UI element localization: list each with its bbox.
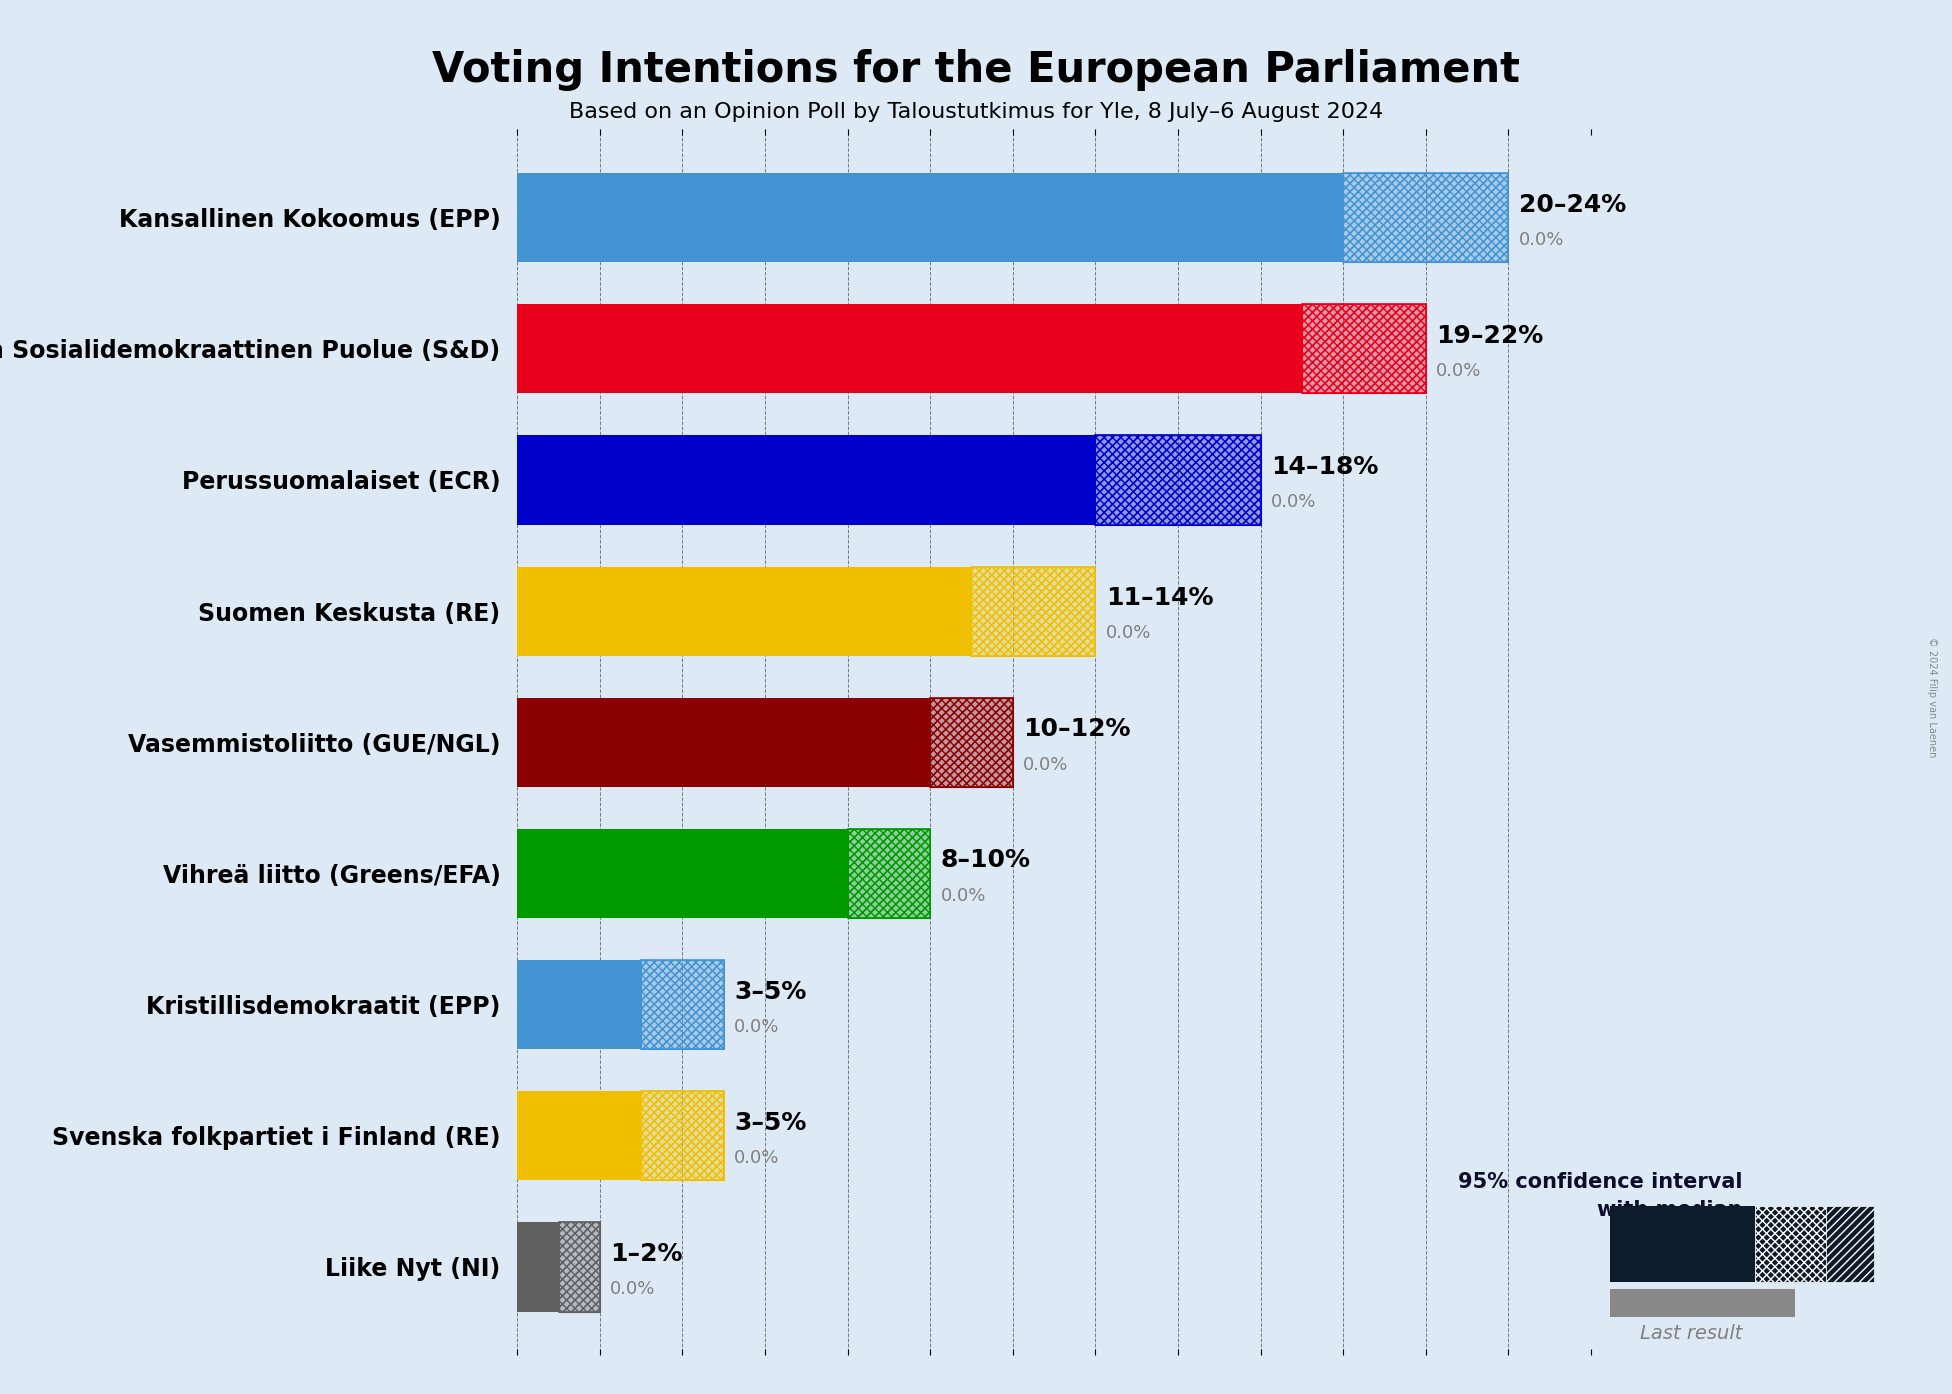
Bar [1343, 173, 1509, 262]
Bar [640, 960, 724, 1050]
Bar [517, 1223, 558, 1312]
Text: 0.0%: 0.0% [1271, 493, 1316, 512]
Text: 95% confidence interval: 95% confidence interval [1458, 1172, 1741, 1192]
Bar [931, 698, 1013, 786]
Text: 20–24%: 20–24% [1519, 192, 1626, 216]
Text: 0.0%: 0.0% [1023, 756, 1068, 774]
Bar [517, 698, 931, 786]
Bar [1095, 435, 1261, 524]
Bar [558, 1223, 599, 1312]
Text: 0.0%: 0.0% [734, 1018, 779, 1036]
Bar [517, 173, 1343, 262]
Text: with median: with median [1597, 1200, 1741, 1220]
Text: 19–22%: 19–22% [1437, 323, 1544, 347]
Text: 0.0%: 0.0% [611, 1280, 656, 1298]
Bar [640, 960, 724, 1050]
Text: 14–18%: 14–18% [1271, 454, 1378, 480]
Bar [972, 566, 1095, 655]
Text: Last result: Last result [1640, 1324, 1741, 1344]
Bar [558, 1223, 599, 1312]
Text: 3–5%: 3–5% [734, 1111, 806, 1135]
Bar [640, 1092, 724, 1181]
Bar [1343, 173, 1509, 262]
Bar [931, 698, 1013, 786]
Text: © 2024 Filip van Laenen: © 2024 Filip van Laenen [1927, 637, 1938, 757]
Text: 0.0%: 0.0% [1105, 625, 1152, 643]
Bar [517, 960, 640, 1050]
Text: 11–14%: 11–14% [1105, 585, 1214, 611]
Bar [1095, 435, 1261, 524]
Bar [847, 829, 931, 919]
Text: 3–5%: 3–5% [734, 980, 806, 1004]
Bar [1302, 304, 1425, 393]
Text: Voting Intentions for the European Parliament: Voting Intentions for the European Parli… [431, 49, 1521, 91]
Bar [558, 1223, 599, 1312]
Bar [972, 566, 1095, 655]
Bar [1343, 173, 1509, 262]
Bar [517, 304, 1302, 393]
Bar [1302, 304, 1425, 393]
Bar [1095, 435, 1261, 524]
Bar [1302, 304, 1425, 393]
Bar [517, 829, 847, 919]
Text: 0.0%: 0.0% [1437, 362, 1482, 381]
Bar [972, 566, 1095, 655]
Text: 1–2%: 1–2% [611, 1242, 683, 1266]
Bar [517, 435, 1095, 524]
Text: 8–10%: 8–10% [941, 849, 1031, 873]
Bar [640, 960, 724, 1050]
Bar [931, 698, 1013, 786]
Bar [517, 1092, 640, 1181]
Bar [517, 566, 972, 655]
Text: 10–12%: 10–12% [1023, 717, 1130, 742]
Text: 0.0%: 0.0% [1519, 231, 1564, 250]
Bar [640, 1092, 724, 1181]
Bar [640, 1092, 724, 1181]
Text: 0.0%: 0.0% [941, 887, 986, 905]
Bar [847, 829, 931, 919]
Bar [847, 829, 931, 919]
Text: Based on an Opinion Poll by Taloustutkimus for Yle, 8 July–6 August 2024: Based on an Opinion Poll by Taloustutkim… [568, 102, 1384, 121]
Text: 0.0%: 0.0% [734, 1149, 779, 1167]
